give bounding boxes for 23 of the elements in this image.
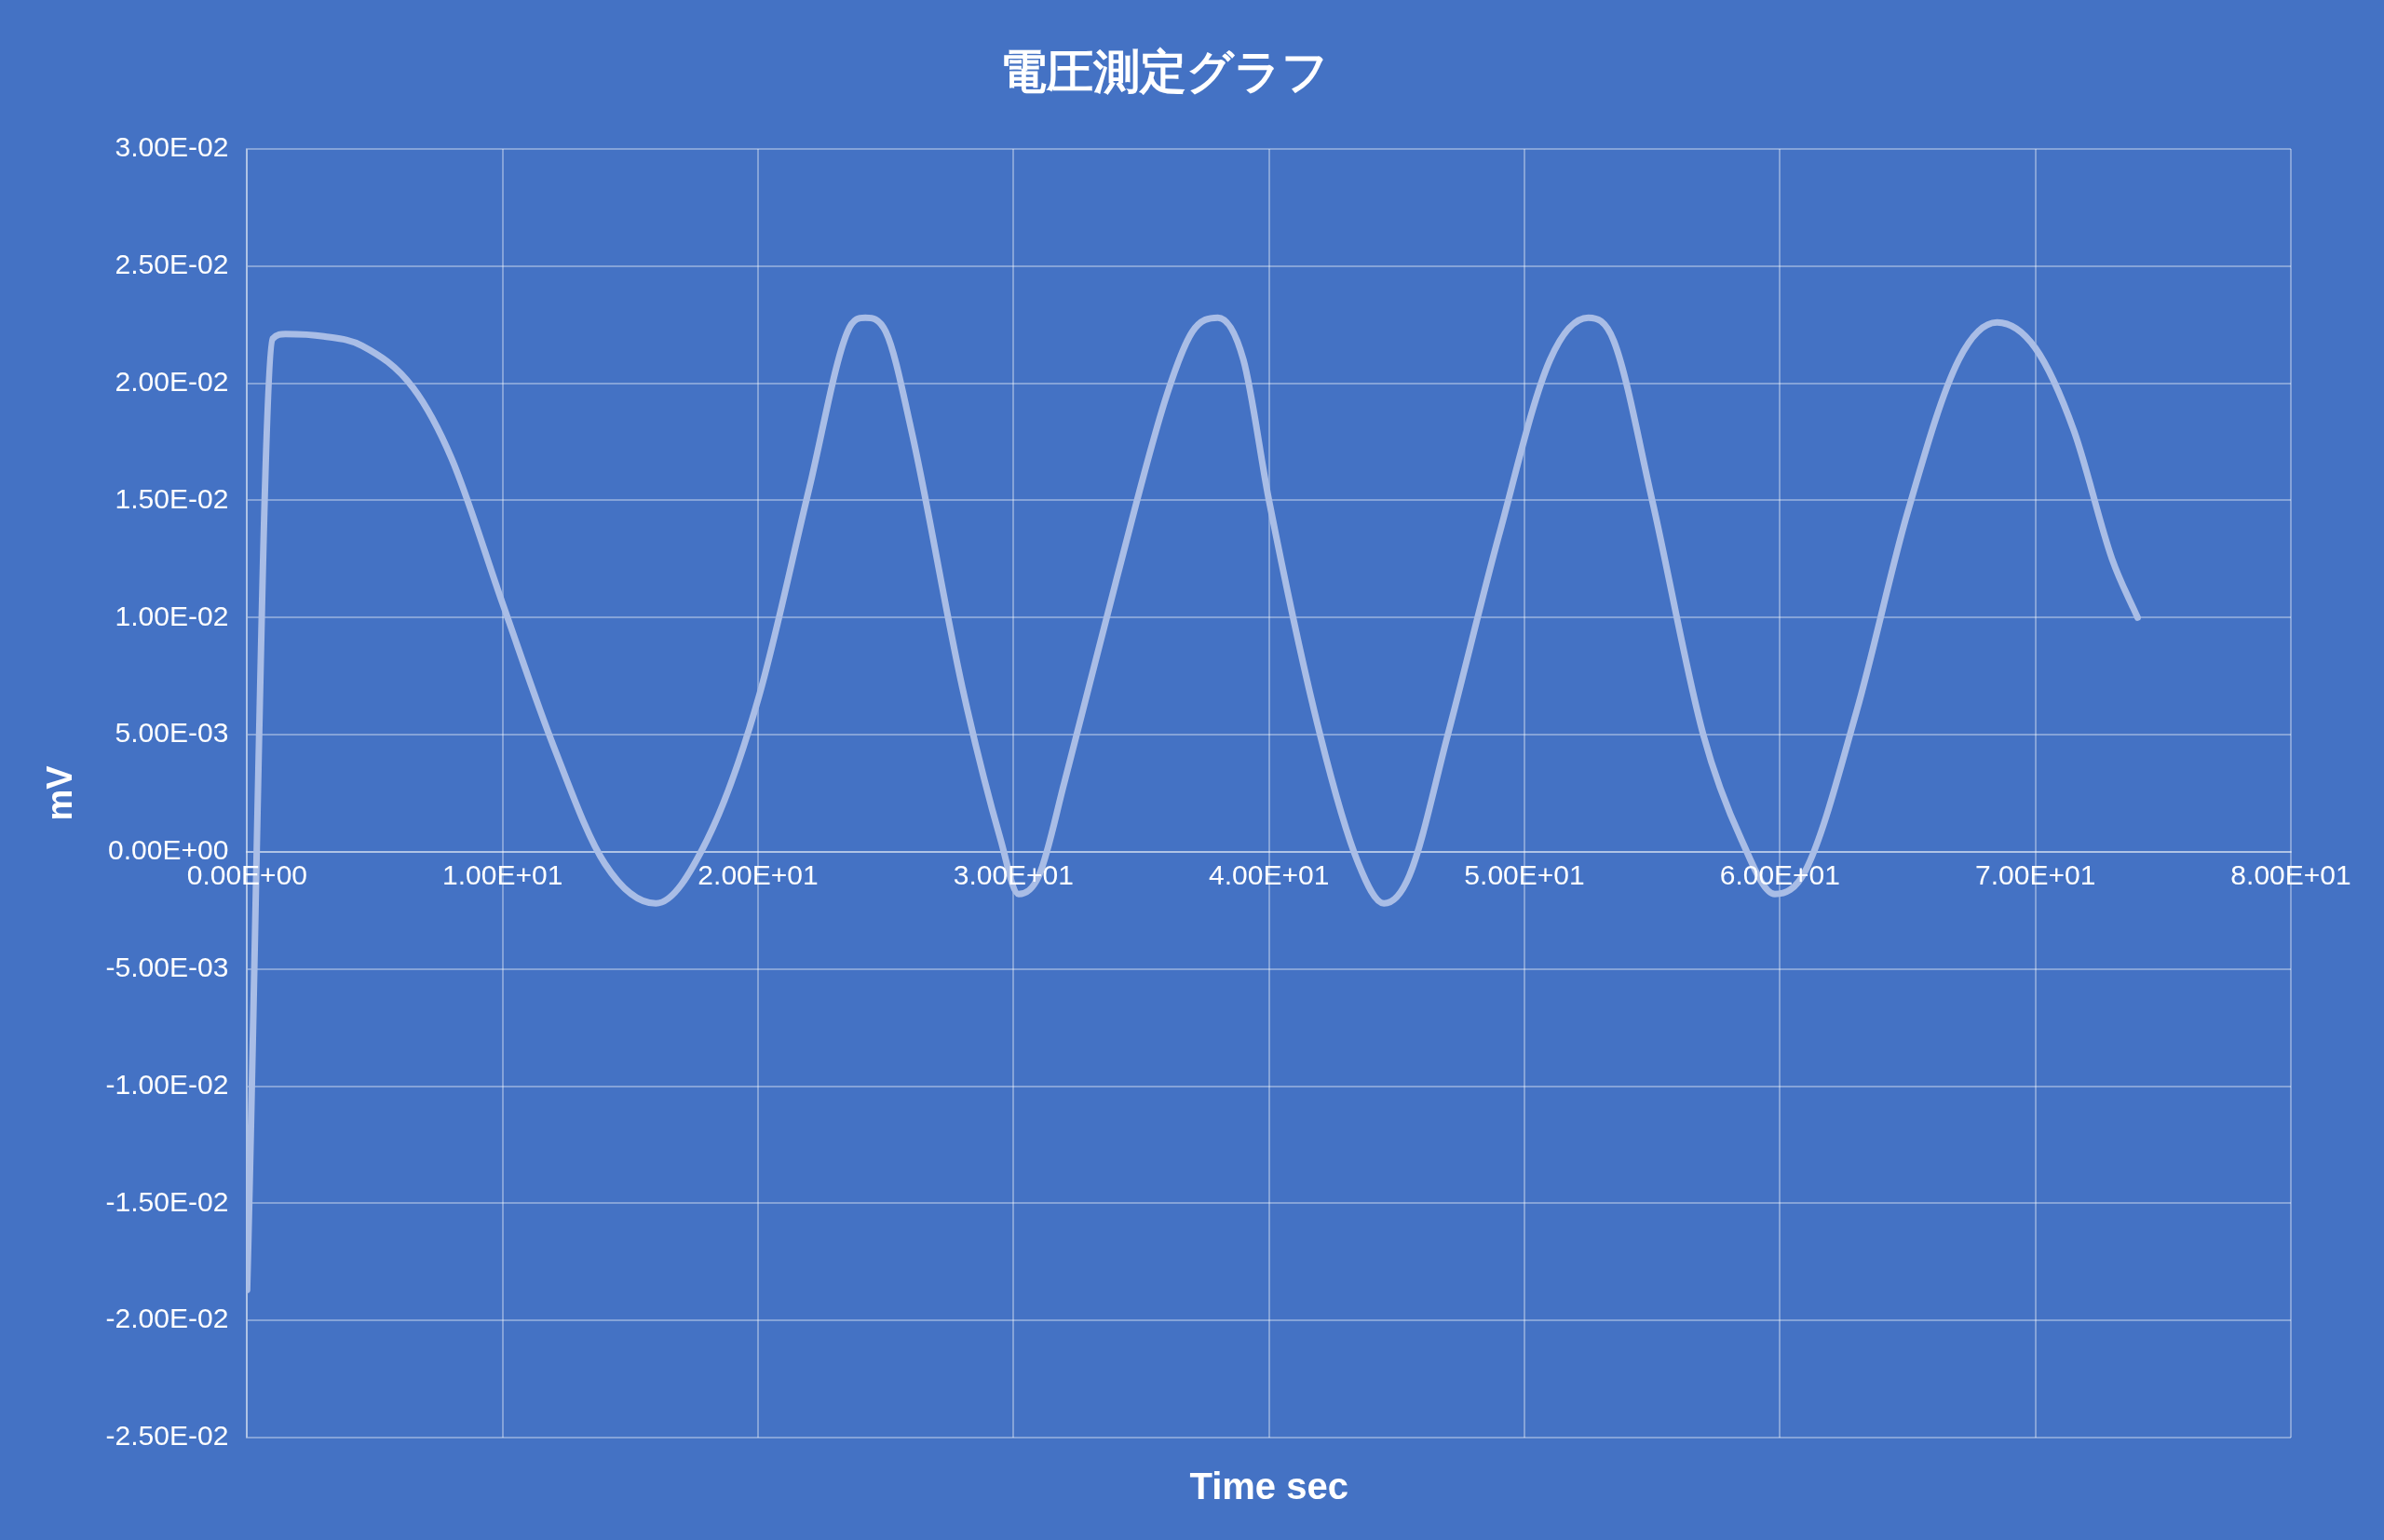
y-tick-label: -2.00E-02	[105, 1303, 229, 1334]
x-tick-label: 3.00E+01	[953, 859, 1074, 891]
x-tick-label: 5.00E+01	[1464, 859, 1585, 891]
y-axis-title: mV	[40, 764, 80, 821]
chart-title: 電圧測定グラフ	[999, 45, 1329, 98]
y-tick-label: 0.00E+00	[108, 834, 229, 866]
y-tick-label: -5.00E-03	[105, 951, 229, 982]
x-tick-label: 2.00E+01	[698, 859, 819, 891]
y-tick-label: -1.00E-02	[105, 1068, 229, 1100]
x-tick-label: 6.00E+01	[1719, 859, 1840, 891]
x-tick-label: 4.00E+01	[1209, 859, 1330, 891]
y-tick-label: 3.00E-02	[115, 131, 229, 163]
y-tick-label: -1.50E-02	[105, 1185, 229, 1217]
y-tick-label: 1.00E-02	[115, 600, 229, 631]
y-tick-label: -2.50E-02	[105, 1420, 229, 1452]
x-tick-label: 1.00E+01	[442, 859, 563, 891]
x-axis-title: Time sec	[1189, 1466, 1348, 1507]
x-tick-label: 7.00E+01	[1975, 859, 2096, 891]
y-tick-label: 2.50E-02	[115, 249, 229, 280]
y-tick-label: 2.00E-02	[115, 365, 229, 397]
y-tick-label: 1.50E-02	[115, 482, 229, 514]
y-tick-label: 5.00E-03	[115, 717, 229, 749]
x-tick-label: 8.00E+01	[2230, 859, 2351, 891]
